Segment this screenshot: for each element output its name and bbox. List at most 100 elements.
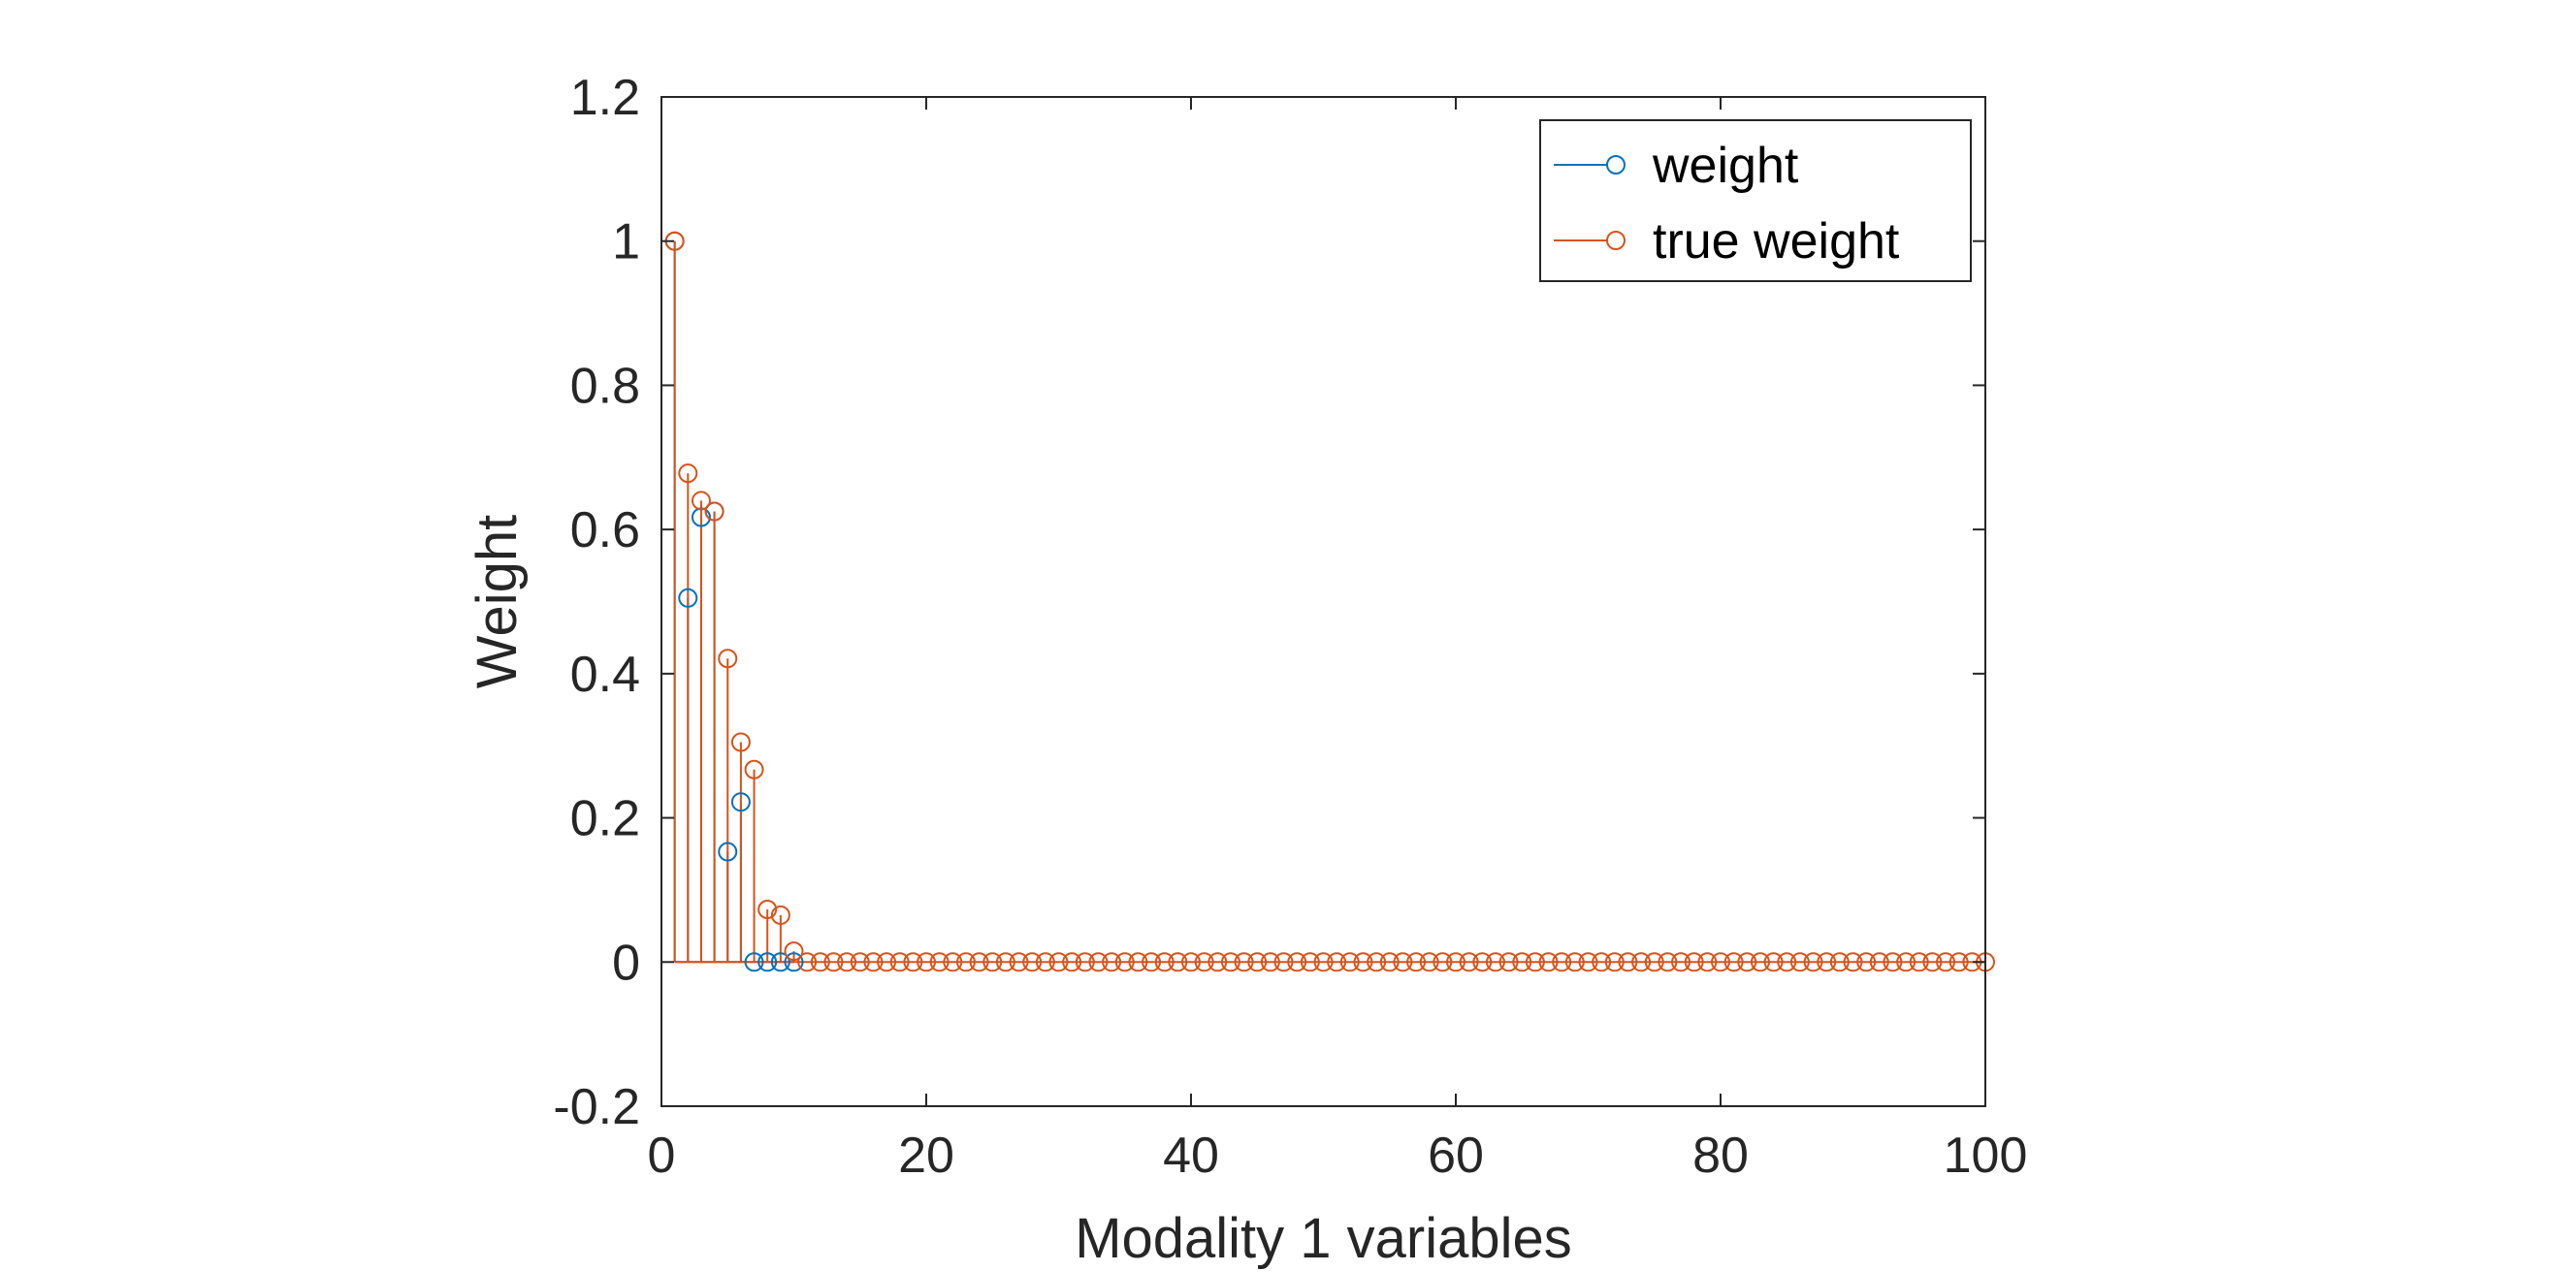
stem-marker: [1446, 952, 1465, 972]
stem-marker: [1300, 952, 1320, 972]
stems-layer: [673, 240, 1985, 964]
stem-marker: [1485, 952, 1505, 972]
stem-marker: [810, 952, 830, 972]
x-tick-label: 40: [1163, 1128, 1219, 1184]
stem-marker: [797, 952, 818, 972]
stem-marker: [678, 463, 698, 484]
stem-marker: [903, 952, 923, 972]
stem-marker: [1829, 952, 1850, 972]
ticks-layer: [660, 96, 1986, 1107]
stem-marker: [744, 952, 764, 972]
stem-marker: [1379, 952, 1400, 972]
stem-marker: [1194, 952, 1214, 972]
stem-marker: [691, 491, 711, 511]
stem-marker: [1737, 952, 1757, 972]
stem-marker: [1142, 952, 1162, 972]
stem-marker: [929, 952, 950, 972]
stem-marker: [1035, 952, 1055, 972]
x-tick-label: 60: [1428, 1128, 1484, 1184]
stem-marker: [955, 952, 976, 972]
stem-marker: [1578, 952, 1598, 972]
stem-marker: [1419, 952, 1439, 972]
stem-marker: [1048, 952, 1069, 972]
stem-marker: [877, 952, 897, 972]
stem-marker: [1883, 952, 1903, 972]
stem-marker: [1631, 952, 1652, 972]
plot-area-box: [660, 96, 1986, 1107]
stem-marker: [1564, 952, 1585, 972]
stem-marker: [1022, 952, 1043, 972]
stem-marker: [837, 952, 857, 972]
stem-marker: [1658, 952, 1678, 972]
stem-marker: [1618, 952, 1638, 972]
stem-marker: [969, 952, 989, 972]
stem-marker: [1869, 952, 1889, 972]
stem-marker: [1896, 952, 1916, 972]
stem-marker: [784, 941, 804, 962]
stem-marker: [1512, 952, 1532, 972]
stem-marker: [744, 759, 764, 779]
y-tick-label: 1.2: [570, 70, 640, 126]
stem-marker: [1803, 952, 1823, 972]
y-tick-label: 0.6: [570, 502, 640, 558]
stem-marker: [1856, 952, 1877, 972]
y-tick-label: 0.8: [570, 358, 640, 414]
stem-marker: [757, 900, 778, 920]
stem-marker: [1114, 952, 1135, 972]
stem-marker: [1313, 952, 1334, 972]
stem-marker: [1075, 952, 1095, 972]
y-tick-label: 0.2: [570, 791, 640, 847]
stem-marker: [1208, 952, 1228, 972]
stem-marker: [1102, 952, 1122, 972]
stem-marker: [1671, 952, 1691, 972]
stem-marker: [1247, 952, 1268, 972]
y-tick-label: 0.4: [570, 647, 640, 703]
stem-marker: [850, 952, 870, 972]
stem-marker: [1922, 952, 1943, 972]
stem-marker: [704, 501, 724, 522]
stem-marker: [1948, 952, 1969, 972]
y-tick-label: 0: [612, 935, 640, 991]
stem-marker: [1393, 952, 1413, 972]
stem-marker: [718, 649, 738, 669]
stem-marker: [1154, 952, 1175, 972]
stem-marker: [1327, 952, 1347, 972]
stem-marker: [1168, 952, 1188, 972]
stem-marker: [917, 952, 936, 972]
stem-marker: [1552, 952, 1572, 972]
stem-marker: [1367, 952, 1387, 972]
stem-marker: [1789, 952, 1810, 972]
stem-marker: [770, 952, 790, 972]
stem-marker: [1234, 952, 1254, 972]
stem-marker: [1763, 952, 1784, 972]
stem-marker: [995, 952, 1015, 972]
stem-marker: [730, 732, 751, 752]
stem-marker: [1353, 952, 1373, 972]
stem-marker: [770, 905, 790, 925]
stem-marker: [1817, 952, 1837, 972]
stem-marker: [823, 952, 844, 972]
stem-marker: [1433, 952, 1453, 972]
stem-marker: [1604, 952, 1625, 972]
stem-marker: [1498, 952, 1519, 972]
legend: weight true weight: [1539, 119, 1972, 282]
stem-marker: [943, 952, 963, 972]
stem-marker: [1711, 952, 1730, 972]
stem-marker: [1273, 952, 1294, 972]
stem-marker: [757, 952, 778, 972]
x-tick-label: 20: [898, 1128, 954, 1184]
stem-marker: [1750, 952, 1770, 972]
stem-marker: [1128, 952, 1148, 972]
stem-marker: [718, 842, 738, 862]
stem-marker: [1009, 952, 1029, 972]
stem-marker: [1684, 952, 1704, 972]
stem-marker: [784, 952, 804, 972]
stem-marker: [1459, 952, 1479, 972]
legend-label: weight: [1652, 138, 1799, 194]
stem-marker: [1697, 952, 1718, 972]
stem-marker: [1181, 952, 1201, 972]
x-axis-label: Modality 1 variables: [1075, 1207, 1572, 1270]
x-tick-label: 80: [1692, 1128, 1749, 1184]
stem-marker: [1472, 952, 1493, 972]
